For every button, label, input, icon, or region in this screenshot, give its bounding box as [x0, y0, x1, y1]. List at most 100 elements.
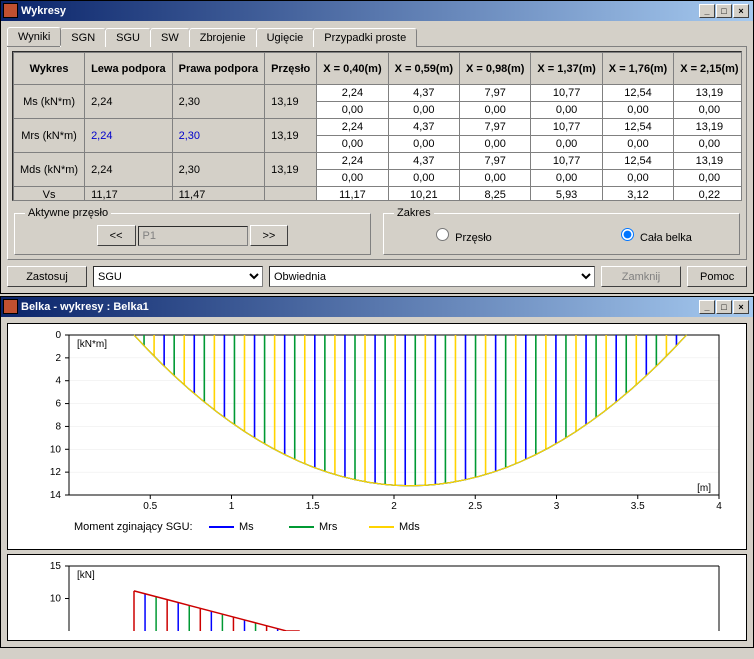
table-cell: 10,21 — [388, 187, 459, 202]
table-cell: 0,00 — [531, 136, 602, 153]
svg-text:4: 4 — [716, 501, 722, 512]
table-cell: 0,22 — [674, 187, 742, 202]
group-aktywne-przeslo: Aktywne przęsło << >> — [14, 207, 371, 255]
tab-sw[interactable]: SW — [150, 28, 190, 47]
svg-text:2: 2 — [55, 353, 61, 364]
column-header: X = 0,40(m) — [317, 53, 388, 85]
row-header: Vs — [14, 187, 85, 202]
zastosuj-button[interactable]: Zastosuj — [7, 266, 87, 287]
svg-text:3: 3 — [554, 501, 560, 512]
table-cell: 4,37 — [388, 153, 459, 170]
radio-cala-belka[interactable]: Cała belka — [616, 225, 692, 244]
svg-text:1.5: 1.5 — [306, 501, 320, 512]
select-obwiednia[interactable]: Obwiednia — [269, 266, 595, 287]
active-span-input — [138, 226, 248, 246]
column-header: X = 0,98(m) — [460, 53, 531, 85]
table-cell: 0,00 — [388, 170, 459, 187]
table-cell: 12,54 — [602, 85, 673, 102]
table-cell: 0,00 — [388, 136, 459, 153]
table-cell: 7,97 — [460, 153, 531, 170]
select-sgu[interactable]: SGU — [93, 266, 263, 287]
svg-text:1: 1 — [229, 501, 235, 512]
row-header: Mrs (kN*m) — [14, 119, 85, 153]
table-cell: 0,00 — [317, 170, 388, 187]
svg-text:2.5: 2.5 — [468, 501, 482, 512]
bottom-toolbar: Zastosuj SGU Obwiednia Zamknij Pomoc — [7, 266, 747, 287]
table-cell: 13,19 — [674, 119, 742, 136]
svg-text:2: 2 — [391, 501, 397, 512]
row-header: Ms (kN*m) — [14, 85, 85, 119]
pomoc-button[interactable]: Pomoc — [687, 266, 747, 287]
svg-text:15: 15 — [50, 561, 62, 572]
table-cell: 2,24 — [85, 119, 173, 153]
svg-text:10: 10 — [50, 444, 62, 455]
table-cell: 7,97 — [460, 119, 531, 136]
column-header: X = 0,59(m) — [388, 53, 459, 85]
tab-wyniki[interactable]: Wyniki — [7, 27, 61, 46]
table-cell: 10,77 — [531, 153, 602, 170]
title-text: Wykresy — [21, 5, 66, 17]
column-header: X = 1,76(m) — [602, 53, 673, 85]
minimize-button[interactable]: _ — [699, 300, 715, 314]
window-wykresy: Wykresy _ □ × WynikiSGNSGUSWZbrojenieUgi… — [0, 0, 754, 294]
table-cell: 2,24 — [85, 85, 173, 119]
minimize-button[interactable]: _ — [699, 4, 715, 18]
table-cell: 4,37 — [388, 85, 459, 102]
tab-sgu[interactable]: SGU — [105, 28, 151, 47]
table-cell: 7,97 — [460, 85, 531, 102]
results-grid[interactable]: WykresLewa podporaPrawa podporaPrzęsłoX … — [12, 51, 742, 201]
svg-text:Mrs: Mrs — [319, 521, 338, 533]
table-cell: 11,17 — [85, 187, 173, 202]
app-icon — [3, 3, 18, 18]
prev-span-button[interactable]: << — [97, 225, 136, 246]
table-cell: 8,25 — [460, 187, 531, 202]
close-button[interactable]: × — [733, 4, 749, 18]
table-cell: 5,93 — [531, 187, 602, 202]
table-cell: 12,54 — [602, 153, 673, 170]
tab-ugięcie[interactable]: Ugięcie — [256, 28, 315, 47]
table-cell: 0,00 — [674, 136, 742, 153]
table-cell: 13,19 — [674, 153, 742, 170]
svg-text:10: 10 — [50, 594, 62, 605]
table-cell: 10,77 — [531, 119, 602, 136]
close-button[interactable]: × — [733, 300, 749, 314]
legend-zakres: Zakres — [394, 207, 434, 219]
table-cell — [265, 187, 317, 202]
column-header: Przęsło — [265, 53, 317, 85]
table-cell: 13,19 — [265, 85, 317, 119]
table-cell: 0,00 — [531, 170, 602, 187]
app-icon — [3, 299, 18, 314]
column-header: X = 2,15(m) — [674, 53, 742, 85]
table-cell: 2,30 — [172, 153, 264, 187]
zamknij-button[interactable]: Zamknij — [601, 266, 681, 287]
svg-text:Mds: Mds — [399, 521, 420, 533]
titlebar-belka[interactable]: Belka - wykresy : Belka1 _ □ × — [1, 297, 753, 317]
table-cell: 0,00 — [602, 136, 673, 153]
svg-text:4: 4 — [55, 376, 61, 387]
table-cell: 2,24 — [317, 153, 388, 170]
title-text-belka: Belka - wykresy : Belka1 — [21, 301, 149, 313]
table-cell: 0,00 — [460, 102, 531, 119]
table-cell: 0,00 — [460, 136, 531, 153]
tab-przypadki-proste[interactable]: Przypadki proste — [313, 28, 417, 47]
tab-zbrojenie[interactable]: Zbrojenie — [189, 28, 257, 47]
row-header: Mds (kN*m) — [14, 153, 85, 187]
shear-chart: 1510[kN] — [7, 554, 747, 641]
table-cell: 13,19 — [265, 153, 317, 187]
svg-text:0: 0 — [55, 330, 61, 341]
next-span-button[interactable]: >> — [250, 225, 289, 246]
maximize-button[interactable]: □ — [716, 300, 732, 314]
titlebar-wykresy[interactable]: Wykresy _ □ × — [1, 1, 753, 21]
radio-przeslo[interactable]: Przęsło — [431, 225, 492, 244]
svg-text:14: 14 — [50, 490, 62, 501]
svg-text:Ms: Ms — [239, 521, 254, 533]
maximize-button[interactable]: □ — [716, 4, 732, 18]
svg-text:6: 6 — [55, 399, 61, 410]
tab-sgn[interactable]: SGN — [60, 28, 106, 47]
window-belka-wykresy: Belka - wykresy : Belka1 _ □ × 024681012… — [0, 296, 754, 648]
svg-text:Moment zginający SGU:: Moment zginający SGU: — [74, 521, 193, 533]
table-cell: 2,30 — [172, 119, 264, 153]
table-cell: 0,00 — [317, 102, 388, 119]
table-cell: 0,00 — [674, 102, 742, 119]
column-header: Lewa podpora — [85, 53, 173, 85]
